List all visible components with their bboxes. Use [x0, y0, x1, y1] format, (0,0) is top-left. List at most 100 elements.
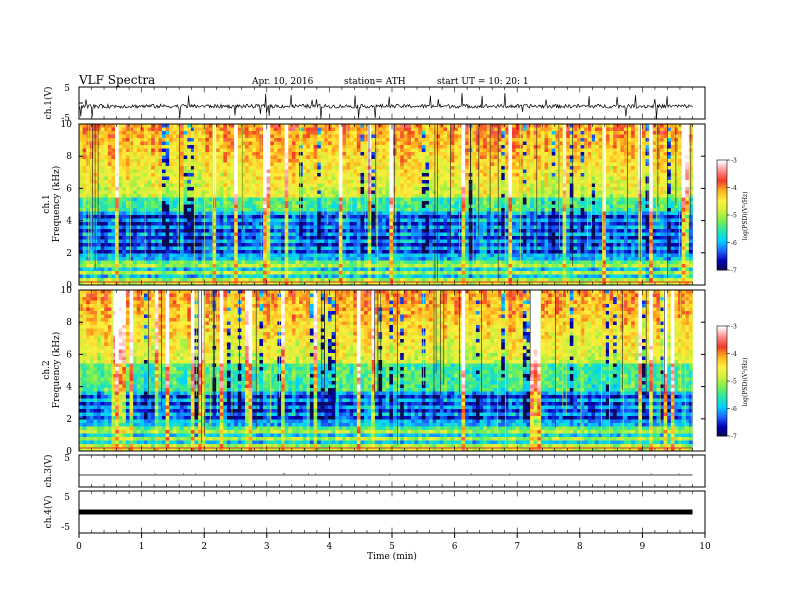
spectrogram-cell: [678, 218, 683, 223]
spectrogram-cell: [158, 145, 163, 149]
spectrogram-cell: [147, 134, 152, 139]
spectrogram-cell: [508, 222, 513, 226]
spectrogram-cell: [660, 197, 665, 202]
spectrogram-cell: [136, 131, 141, 135]
spectrogram-cell: [320, 211, 325, 216]
spectrogram-cell: [115, 211, 120, 216]
spectrogram-cell: [183, 166, 188, 170]
spectrogram-cell: [205, 190, 210, 195]
spectrogram-cell: [627, 134, 632, 139]
spectrogram-cell: [512, 141, 517, 146]
spectrogram-cell: [187, 152, 192, 156]
spectrogram-cell: [508, 145, 513, 149]
spectrogram-cell: [616, 176, 621, 181]
spectrogram-cell: [558, 145, 563, 149]
spectrogram-cell: [652, 152, 657, 156]
spectrogram-cell: [681, 138, 686, 142]
spectrogram-cell: [530, 152, 535, 156]
spectrogram-cell: [313, 145, 318, 149]
spectrogram-cell: [681, 176, 686, 181]
spectrogram-cell: [501, 148, 506, 153]
spectrogram-cell: [176, 211, 181, 216]
spectrogram-row: [79, 208, 693, 212]
spectrogram-cell: [609, 145, 614, 149]
spectrogram-cell: [241, 162, 246, 167]
spectrogram-cell: [540, 148, 545, 153]
spectrogram-cell: [216, 190, 221, 195]
spectrogram-cell: [237, 215, 242, 219]
spectrogram-cell: [382, 124, 387, 128]
spectrogram-cell: [187, 215, 192, 219]
spectrogram-cell: [591, 148, 596, 153]
spectrogram-cell: [396, 127, 401, 132]
spectrogram-cell: [291, 197, 296, 202]
spectrogram-cell: [169, 169, 174, 174]
spectrogram-cell: [299, 152, 304, 156]
spectrogram-cell: [577, 201, 582, 205]
spectrogram-cell: [454, 194, 459, 198]
spectrogram-cell: [378, 194, 383, 198]
spectrogram-cell: [335, 138, 340, 142]
spectrogram-cell: [631, 124, 636, 128]
spectrogram-cell: [421, 127, 426, 132]
spectrogram-cell: [194, 155, 199, 160]
spectrogram-cell: [540, 159, 545, 163]
spectrogram-cell: [634, 152, 639, 156]
spectrogram-cell: [414, 141, 419, 146]
spectrogram-cell: [562, 194, 567, 198]
spectrogram-cell: [122, 187, 127, 191]
spectrogram-cell: [338, 194, 343, 198]
spectrogram-cell: [270, 138, 275, 142]
spectrogram-cell: [645, 166, 650, 170]
spectrogram-cell: [558, 162, 563, 167]
spectrogram-cell: [93, 180, 98, 184]
spectrogram-cell: [288, 127, 293, 132]
spectrogram-cell: [530, 159, 535, 163]
spectrogram-cell: [147, 166, 152, 170]
spectrogram-cell: [649, 215, 654, 219]
spectrogram-row: [79, 134, 693, 139]
spectrogram-cell: [616, 159, 621, 163]
spectrogram-cell: [595, 173, 600, 177]
spectrogram-cell: [306, 124, 311, 128]
spectrogram-cell: [403, 152, 408, 156]
spectrogram-cell: [122, 222, 127, 226]
spectrogram-cell: [89, 127, 94, 132]
spectrogram-cell: [371, 201, 376, 205]
spectrogram-cell: [346, 152, 351, 156]
spectrogram-cell: [508, 187, 513, 191]
spectrogram-cell: [620, 159, 625, 163]
spectrogram-cell: [457, 152, 462, 156]
spectrogram-cell: [616, 173, 621, 177]
spectrogram-cell: [273, 124, 278, 128]
spectrogram-cell: [245, 197, 250, 202]
spectrogram-cell: [634, 208, 639, 212]
spectrogram-cell: [631, 169, 636, 174]
spectrogram-cell: [241, 190, 246, 195]
spectrogram-cell: [605, 180, 610, 184]
spectrogram-cell: [663, 148, 668, 153]
spectrogram-cell: [356, 141, 361, 146]
spectrogram-cell: [504, 201, 509, 205]
spectrogram-cell: [457, 208, 462, 212]
spectrogram-cell: [313, 197, 318, 202]
spectrogram-cell: [201, 152, 206, 156]
spectrogram-cell: [515, 162, 520, 167]
spectrogram-cell: [515, 190, 520, 195]
spectrogram-cell: [223, 145, 228, 149]
spectrogram-cell: [187, 183, 192, 188]
spectrogram-cell: [187, 141, 192, 146]
spectrogram-cell: [403, 201, 408, 205]
spectrogram-cell: [475, 138, 480, 142]
spectrogram-cell: [133, 215, 138, 219]
spectrogram-cell: [623, 159, 628, 163]
spectrogram-cell: [407, 222, 412, 226]
spectrogram-cell: [414, 155, 419, 160]
spectrogram-cell: [129, 222, 134, 226]
spectrogram-cell: [190, 166, 195, 170]
spectrogram-cell: [180, 222, 185, 226]
spectrogram-cell: [291, 169, 296, 174]
spectrogram-cell: [649, 208, 654, 212]
spectrogram-cell: [429, 208, 434, 212]
spectrogram-cell: [79, 127, 84, 132]
